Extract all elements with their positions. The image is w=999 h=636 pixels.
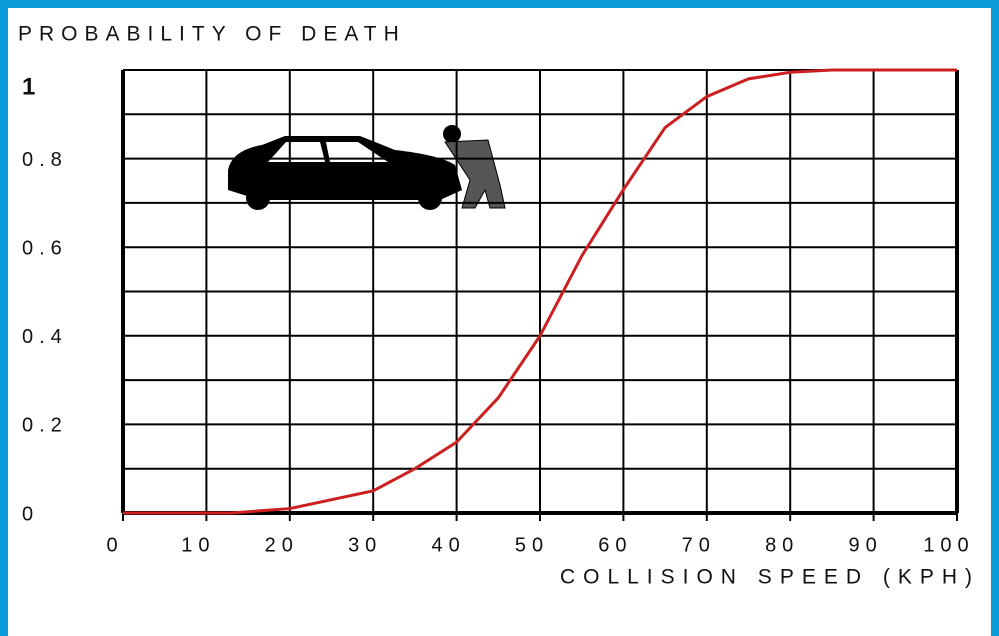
x-tick-label: 20: [265, 534, 299, 556]
y-tick-label: 0: [22, 503, 39, 525]
y-tick-label: 0.4: [22, 326, 68, 348]
y-axis-title: PROBABILITY OF DEATH: [18, 23, 406, 46]
x-tick-label: 70: [682, 534, 716, 556]
x-tick-label: 50: [515, 534, 549, 556]
car-illustration: [228, 125, 506, 210]
x-tick-label: 90: [848, 534, 882, 556]
y-tick-label: 0.6: [22, 237, 68, 259]
y-tick-label: 0.2: [22, 415, 68, 437]
x-axis-title: COLLISION SPEED (KPH): [560, 566, 980, 589]
x-tick-label: 30: [348, 534, 382, 556]
frame: [8, 8, 991, 636]
y-tick-label: 1: [22, 73, 41, 100]
x-tick-label: 40: [431, 534, 465, 556]
data-line: [123, 68, 957, 515]
x-tick-label: 80: [765, 534, 799, 556]
x-tick-label: 100: [923, 534, 974, 556]
x-tick-label: 0: [106, 534, 123, 556]
y-tick-label: 0.8: [22, 149, 68, 171]
x-tick-label: 60: [598, 534, 632, 556]
x-tick-label: 10: [181, 534, 215, 556]
